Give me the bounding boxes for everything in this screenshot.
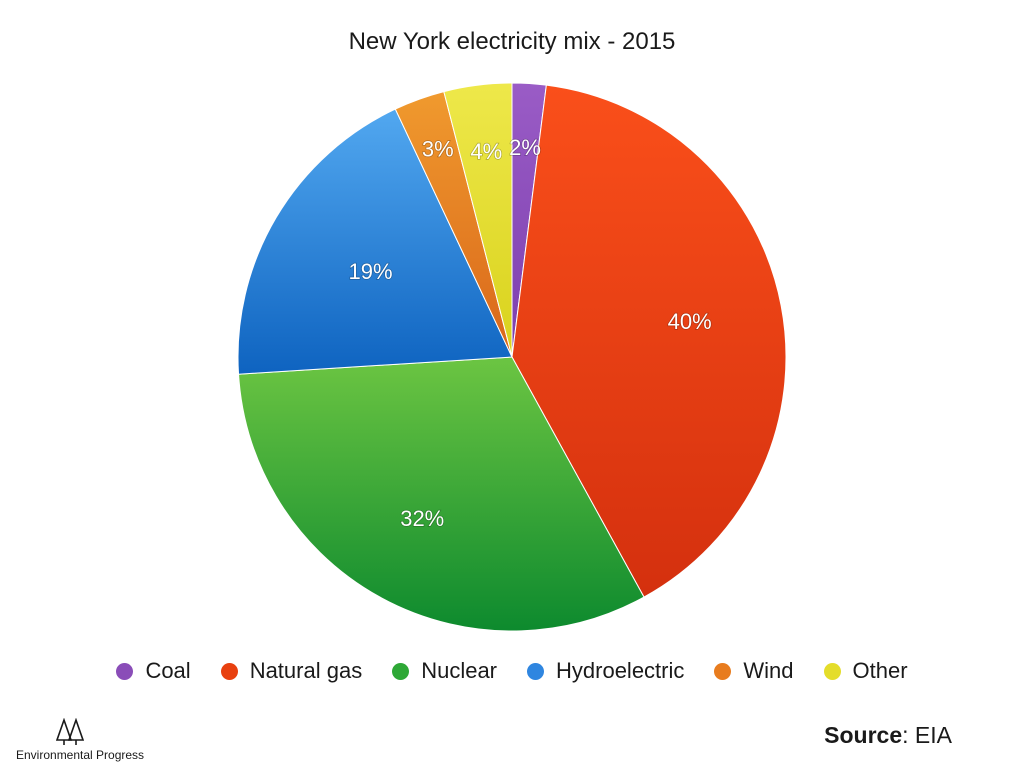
legend-swatch <box>527 662 545 680</box>
legend-item-other: Other <box>823 658 908 684</box>
source-note: Source: EIA <box>824 722 952 749</box>
slice-label-wind: 3% <box>422 137 454 162</box>
chart-title: New York electricity mix - 2015 <box>348 28 676 55</box>
slice-label-natural-gas: 40% <box>668 309 712 334</box>
tree-logo-icon <box>56 718 84 745</box>
logo: Environmental Progress <box>16 718 156 762</box>
legend-item-natural-gas: Natural gas <box>220 658 363 684</box>
slice-label-nuclear: 32% <box>400 506 444 531</box>
pie-slice-hydroelectric <box>237 108 513 375</box>
pie-slice-natural-gas <box>511 84 787 598</box>
legend-swatch <box>392 662 410 680</box>
logo-text: Environmental Progress <box>16 748 145 762</box>
slice-label-hydroelectric: 19% <box>348 259 392 284</box>
legend-swatch <box>116 662 134 680</box>
legend-item-wind: Wind <box>714 658 794 684</box>
legend-label: Natural gas <box>249 658 363 683</box>
legend-item-coal: Coal <box>116 658 191 684</box>
source-value: : EIA <box>902 722 952 748</box>
chart-legend: Coal Natural gas Nuclear Hydroelectric Wind O… <box>0 656 1024 686</box>
legend-label: Nuclear <box>421 658 498 683</box>
legend-item-hydroelectric: Hydroelectric <box>527 658 684 684</box>
legend-swatch <box>220 662 238 680</box>
legend-label: Coal <box>145 658 191 683</box>
pie-slice-other <box>443 82 513 358</box>
slice-label-coal: 2% <box>509 135 541 160</box>
legend-label: Hydroelectric <box>556 658 685 683</box>
pie-slice-nuclear <box>238 356 645 632</box>
legend-label: Wind <box>743 658 794 683</box>
legend-label: Other <box>852 658 908 683</box>
source-label: Source <box>824 722 903 748</box>
legend-swatch <box>714 662 732 680</box>
slice-label-other: 4% <box>470 139 502 164</box>
legend-swatch <box>823 662 841 680</box>
legend-item-nuclear: Nuclear <box>392 658 497 684</box>
